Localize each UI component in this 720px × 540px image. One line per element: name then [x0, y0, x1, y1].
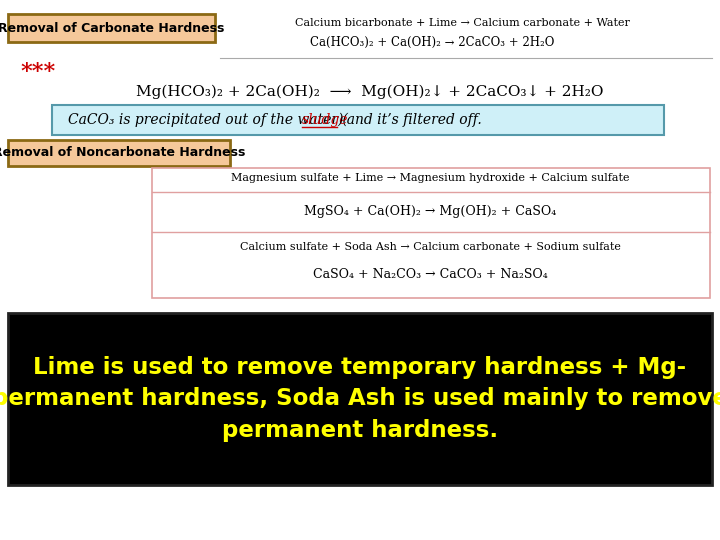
Text: Calcium bicarbonate + Lime → Calcium carbonate + Water: Calcium bicarbonate + Lime → Calcium car… [295, 18, 630, 28]
Text: Calcium sulfate + Soda Ash → Calcium carbonate + Sodium sulfate: Calcium sulfate + Soda Ash → Calcium car… [240, 242, 621, 252]
FancyBboxPatch shape [8, 313, 712, 485]
Text: Lime is used to remove temporary hardness + Mg-
permanent hardness, Soda Ash is : Lime is used to remove temporary hardnes… [0, 356, 720, 442]
Text: sludge: sludge [302, 113, 348, 127]
FancyBboxPatch shape [8, 14, 215, 42]
Text: ***: *** [20, 61, 55, 83]
FancyBboxPatch shape [152, 168, 710, 298]
Text: MgSO₄ + Ca(OH)₂ → Mg(OH)₂ + CaSO₄: MgSO₄ + Ca(OH)₂ → Mg(OH)₂ + CaSO₄ [304, 206, 556, 219]
Text: CaSO₄ + Na₂CO₃ → CaCO₃ + Na₂SO₄: CaSO₄ + Na₂CO₃ → CaCO₃ + Na₂SO₄ [312, 268, 547, 281]
FancyBboxPatch shape [52, 105, 664, 135]
FancyBboxPatch shape [8, 140, 230, 166]
Text: CaCO₃ is precipitated out of the water (: CaCO₃ is precipitated out of the water ( [68, 113, 348, 127]
Text: Magnesium sulfate + Lime → Magnesium hydroxide + Calcium sulfate: Magnesium sulfate + Lime → Magnesium hyd… [230, 173, 629, 183]
Text: Ca(HCO₃)₂ + Ca(OH)₂ → 2CaCO₃ + 2H₂O: Ca(HCO₃)₂ + Ca(OH)₂ → 2CaCO₃ + 2H₂O [310, 36, 554, 49]
Text: Mg(HCO₃)₂ + 2Ca(OH)₂  ⟶  Mg(OH)₂↓ + 2CaCO₃↓ + 2H₂O: Mg(HCO₃)₂ + 2Ca(OH)₂ ⟶ Mg(OH)₂↓ + 2CaCO₃… [136, 85, 604, 99]
Text: Removal of Carbonate Hardness: Removal of Carbonate Hardness [0, 22, 225, 35]
Text: ) and it’s filtered off.: ) and it’s filtered off. [337, 113, 482, 127]
Text: Removal of Noncarbonate Hardness: Removal of Noncarbonate Hardness [0, 146, 246, 159]
